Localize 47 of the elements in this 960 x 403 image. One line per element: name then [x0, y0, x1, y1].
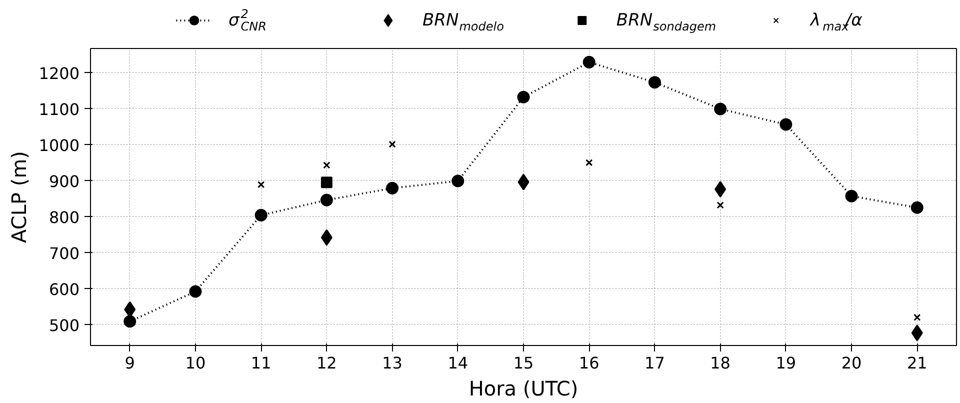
- x-tick-label: 10: [185, 354, 206, 372]
- point: [320, 194, 333, 206]
- point: [845, 190, 858, 202]
- point: [780, 118, 792, 131]
- point: [910, 201, 924, 214]
- point: [582, 56, 596, 68]
- point: [254, 208, 268, 222]
- y-tick-label: 800: [48, 208, 80, 227]
- point: [648, 76, 661, 89]
- x-tick-label: 20: [841, 354, 862, 372]
- point: [911, 324, 923, 342]
- x-axis-title: Hora (UTC): [468, 376, 578, 400]
- x-tick-label: 15: [513, 354, 534, 372]
- x-tick-label: 11: [250, 354, 272, 372]
- x-tick-label: 17: [644, 354, 665, 372]
- x-tick-label: 21: [906, 354, 928, 372]
- y-tick-label: 500: [48, 316, 80, 335]
- point: [189, 285, 202, 298]
- point: [386, 182, 399, 194]
- y-tick-label: 600: [48, 280, 80, 299]
- point: [586, 159, 593, 166]
- x-tick-label: 13: [382, 354, 402, 372]
- y-axis-title: ACLP (m): [6, 151, 31, 243]
- y-tick-label: 1000: [38, 136, 80, 155]
- point: [714, 102, 727, 116]
- point: [388, 140, 396, 148]
- y-tick-label: 900: [48, 172, 80, 191]
- x-tick-label: 18: [710, 354, 730, 372]
- x-tick-label: 14: [448, 354, 468, 372]
- x-tick-label: 16: [578, 354, 600, 372]
- point: [517, 90, 530, 104]
- point: [323, 162, 330, 169]
- point: [452, 174, 464, 188]
- point: [257, 181, 265, 188]
- x-tick-label: 19: [776, 354, 796, 372]
- y-tick-label: 1200: [38, 64, 80, 83]
- point: [124, 315, 136, 328]
- x-tick-label: 9: [124, 354, 135, 372]
- y-tick-label: 1100: [38, 100, 80, 119]
- point: [716, 202, 724, 209]
- y-tick-label: 700: [48, 244, 80, 263]
- point: [320, 176, 332, 188]
- point: [914, 314, 921, 321]
- x-tick-label: 12: [316, 354, 337, 372]
- point: [518, 174, 530, 190]
- point: [320, 229, 332, 246]
- point: [714, 181, 726, 198]
